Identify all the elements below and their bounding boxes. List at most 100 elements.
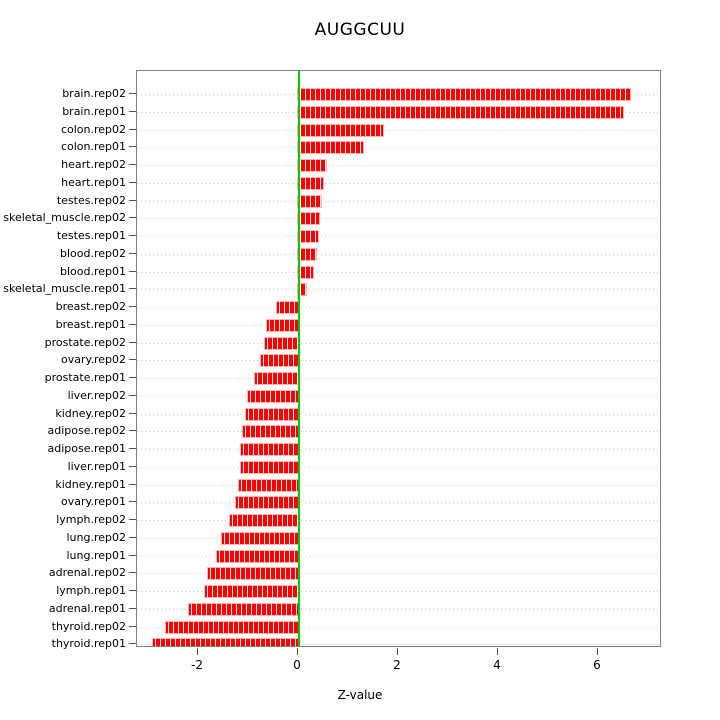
y-axis-tick-label: adipose.rep02: [47, 424, 126, 438]
x-axis-tick-label: 6: [593, 658, 601, 672]
plot-area: [136, 70, 661, 647]
y-axis-tick: [129, 448, 136, 449]
y-axis-labels: brain.rep02 brain.rep01 colon.rep02 colon.r…: [0, 0, 126, 720]
y-axis-tick: [129, 483, 136, 485]
bar: [242, 425, 299, 439]
bar: [216, 549, 299, 563]
gridline: [137, 324, 660, 326]
bar: [238, 478, 299, 492]
gridline: [137, 307, 660, 308]
bar: [240, 443, 299, 456]
bar: [152, 638, 299, 646]
gridline: [137, 608, 660, 610]
x-axis-tick: [397, 648, 398, 655]
gridline: [137, 182, 660, 184]
bar: [235, 496, 299, 510]
y-axis-tick: [129, 519, 136, 520]
bar: [297, 212, 320, 226]
y-axis-tick: [129, 217, 136, 219]
bar: [260, 354, 299, 368]
y-axis-tick-label: heart.rep02: [61, 158, 126, 171]
gridline: [137, 573, 660, 575]
y-axis-tick-label: thyroid.rep01: [51, 637, 126, 651]
y-axis-tick-label: adipose.rep01: [47, 442, 126, 455]
x-axis-tick-label: -2: [191, 658, 203, 672]
bar: [297, 105, 624, 119]
bar: [247, 389, 299, 403]
x-axis-tick: [497, 648, 498, 655]
bar: [297, 159, 327, 172]
gridline: [137, 218, 660, 220]
bar: [207, 567, 299, 581]
y-axis-tick-label: adrenal.rep01: [48, 601, 126, 615]
bar: [264, 336, 299, 350]
y-axis-tick: [129, 306, 136, 307]
y-axis-tick-label: ovary.rep02: [61, 353, 126, 367]
y-axis-tick: [129, 146, 136, 148]
page-title: AUGGCUU: [314, 20, 406, 40]
gridline: [137, 537, 660, 539]
y-axis-tick-label: brain.rep02: [62, 87, 126, 100]
bar: [297, 247, 317, 261]
bar: [276, 301, 299, 314]
y-axis-tick: [129, 536, 136, 538]
y-axis-tick-label: testes.rep01: [56, 229, 126, 242]
y-axis-tick-label: kidney.rep02: [55, 406, 126, 420]
y-axis-tick-label: adrenal.rep02: [48, 566, 126, 580]
y-axis-tick-label: blood.rep01: [59, 264, 126, 278]
gridline: [137, 360, 660, 362]
y-axis-tick-label: testes.rep02: [56, 193, 126, 207]
y-axis-tick-label: kidney.rep01: [55, 477, 126, 491]
bar: [297, 265, 314, 279]
y-axis-tick-label: colon.rep01: [60, 140, 126, 154]
y-axis-tick: [129, 181, 136, 183]
gridline: [137, 449, 660, 450]
y-axis-tick-label: lymph.rep02: [56, 513, 126, 526]
y-axis-tick-label: breast.rep02: [55, 300, 126, 313]
y-axis-tick: [129, 270, 136, 272]
gridline: [137, 555, 660, 557]
y-axis-tick: [129, 465, 136, 467]
y-axis-tick: [129, 164, 136, 165]
y-axis-tick-label: liver.rep01: [67, 459, 126, 473]
bar: [165, 620, 299, 634]
y-axis-tick: [129, 93, 136, 94]
gridline: [137, 502, 660, 504]
y-axis-tick: [129, 625, 136, 627]
y-axis-tick-label: lymph.rep01: [56, 584, 126, 597]
y-axis-tick: [129, 501, 136, 503]
y-axis-tick: [129, 607, 136, 609]
zero-reference-line: [298, 71, 300, 646]
bar: [297, 283, 307, 297]
bar: [204, 585, 299, 598]
x-axis-tick: [297, 648, 298, 655]
bar: [297, 88, 631, 101]
y-axis-tick: [129, 377, 136, 378]
y-axis-tick: [129, 394, 136, 396]
x-axis-tick: [597, 648, 598, 655]
y-axis-tick-label: lung.rep02: [66, 530, 126, 544]
gridline: [137, 431, 660, 433]
y-axis-tick-label: breast.rep01: [55, 317, 126, 331]
y-axis-tick-label: liver.rep02: [67, 388, 126, 402]
y-axis-tick: [129, 412, 136, 414]
x-axis-tick-label: 0: [293, 658, 301, 672]
gridline: [137, 342, 660, 344]
y-axis-tick-label: heart.rep01: [61, 175, 126, 189]
gridline: [137, 520, 660, 521]
gridline: [137, 165, 660, 166]
gridline: [137, 378, 660, 379]
y-axis-tick: [129, 643, 136, 645]
gridline: [137, 413, 660, 415]
y-axis-tick: [129, 430, 136, 432]
y-axis-tick: [129, 590, 136, 591]
gridline: [137, 253, 660, 255]
bar: [188, 602, 299, 616]
gridline: [137, 200, 660, 202]
gridline: [137, 289, 660, 291]
y-axis-tick: [129, 235, 136, 236]
bar: [297, 194, 322, 208]
gridline: [137, 236, 660, 237]
y-axis-tick-label: skeletal_muscle.rep01: [3, 282, 126, 296]
bar: [221, 531, 299, 545]
